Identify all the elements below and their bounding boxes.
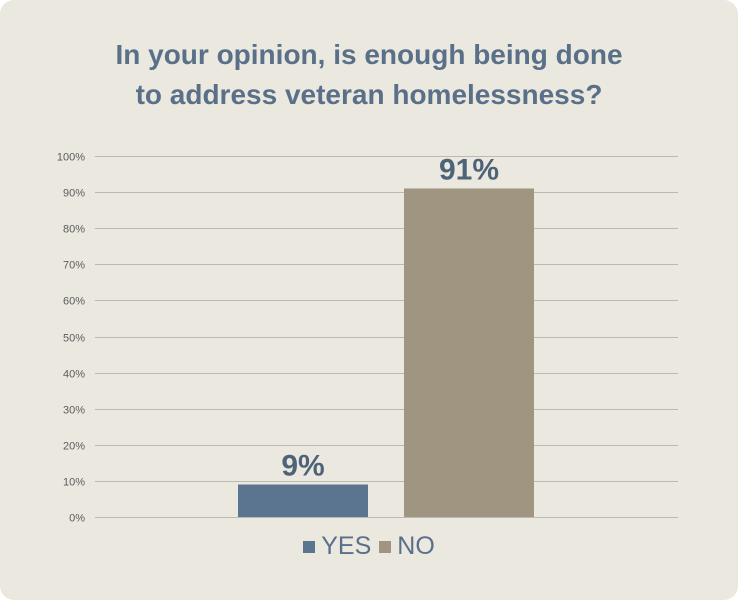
y-tick-label-60: 60% [63,296,85,308]
legend-label-yes: YES [321,532,372,560]
legend-item-yes: YES [303,532,371,561]
y-tick-label-20: 20% [63,441,85,453]
legend-swatch-yes [303,540,316,553]
y-tick-label-70: 70% [63,260,85,272]
legend-label-no: NO [397,532,435,560]
legend-swatch-no [379,540,392,553]
y-tick-label-0: 0% [69,513,85,525]
bar-no [404,188,534,518]
y-tick-label-100: 100% [57,152,85,164]
legend-item-no: NO [379,532,435,561]
chart-legend: YES NO [0,532,738,561]
data-label-yes: 9% [281,450,324,483]
y-tick-label-50: 50% [63,333,85,345]
chart-title-line-1: In your opinion, is enough being done [115,39,623,70]
y-tick-label-10: 10% [63,477,85,489]
y-tick-label-30: 30% [63,405,85,417]
bar-yes [238,484,368,517]
chart-title-line-2: to address veteran homelessness? [135,79,603,110]
chart-title: In your opinion, is enough being done to… [20,35,718,115]
y-tick-label-40: 40% [63,369,85,381]
y-tick-label-90: 90% [63,188,85,200]
y-tick-label-80: 80% [63,224,85,236]
data-label-no: 91% [439,153,499,186]
